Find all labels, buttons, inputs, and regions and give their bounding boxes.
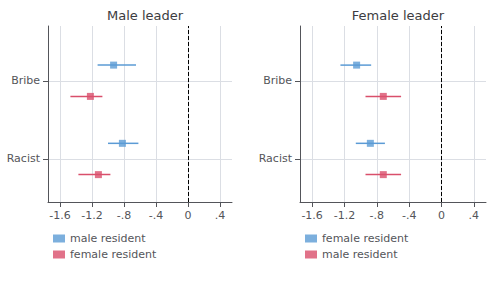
svg-text:0: 0 (185, 209, 192, 222)
svg-text:.4: .4 (215, 209, 226, 222)
svg-text:-1.2: -1.2 (334, 209, 355, 222)
svg-text:-.8: -.8 (117, 209, 131, 222)
svg-text:Racist: Racist (259, 152, 293, 165)
svg-text:-1.6: -1.6 (49, 209, 70, 222)
svg-text:Bribe: Bribe (263, 74, 292, 87)
svg-text:-.4: -.4 (402, 209, 416, 222)
svg-text:-1.2: -1.2 (81, 209, 102, 222)
svg-text:Male leader: Male leader (107, 8, 184, 23)
svg-text:-1.6: -1.6 (301, 209, 322, 222)
svg-text:male resident: male resident (322, 248, 398, 261)
svg-text:.4: .4 (469, 209, 480, 222)
svg-text:Racist: Racist (7, 152, 41, 165)
svg-text:0: 0 (438, 209, 445, 222)
svg-text:-.8: -.8 (370, 209, 384, 222)
svg-text:female resident: female resident (70, 248, 157, 261)
svg-text:Bribe: Bribe (11, 74, 40, 87)
svg-text:male resident: male resident (70, 232, 146, 245)
svg-text:female resident: female resident (322, 232, 409, 245)
svg-text:Female leader: Female leader (352, 8, 445, 23)
svg-text:-.4: -.4 (149, 209, 163, 222)
